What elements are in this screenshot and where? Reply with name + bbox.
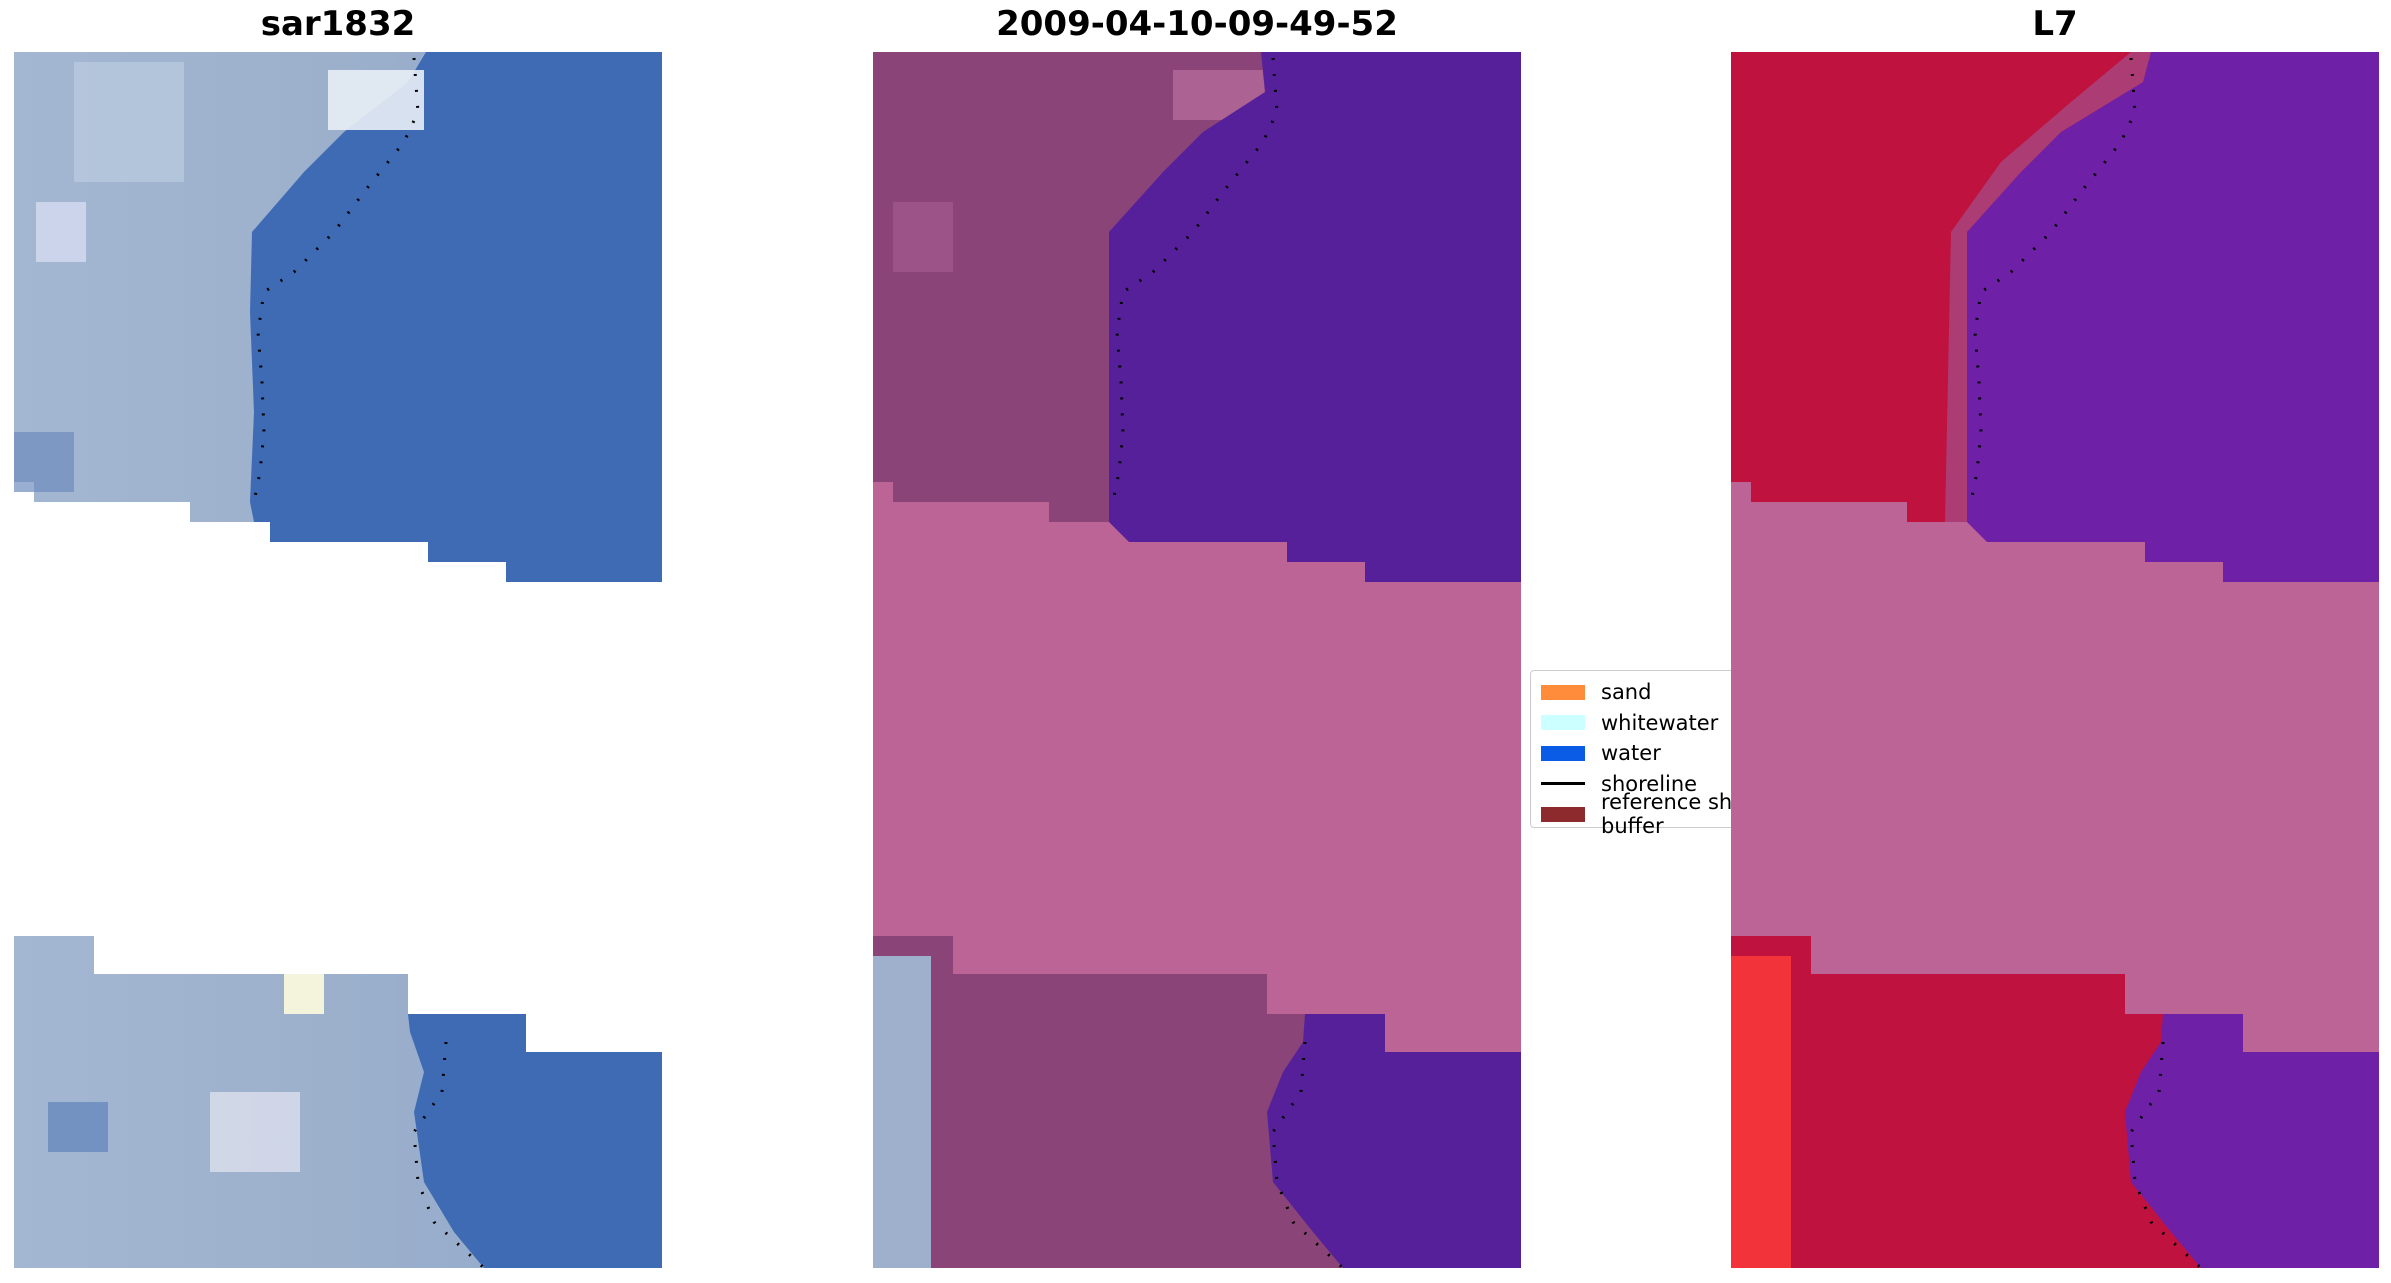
rgb-shoreline-top (252, 57, 420, 503)
index-water-bottom (2125, 1014, 2379, 1268)
legend-item-shoreline: shoreline (1541, 769, 1863, 800)
rgb-bright-patch (210, 1092, 300, 1172)
classified-whitewater-strip (873, 956, 931, 1268)
shoreline-swatch (1541, 782, 1585, 786)
index-transition-top (1945, 52, 2151, 522)
rgb-bright-patch (74, 62, 184, 182)
legend-item-water: water (1541, 738, 1863, 769)
rgb-bright-patch (284, 974, 324, 1014)
water-swatch (1541, 745, 1585, 761)
rgb-water-top (250, 52, 662, 582)
classified-water-top (1109, 52, 1521, 582)
rgb-dark-patch (48, 1102, 108, 1152)
index-water-top (1967, 52, 2379, 582)
classified-shoreline-top (1111, 57, 1279, 503)
legend-label: whitewater (1601, 710, 1719, 735)
reference-buffer-swatch (1541, 806, 1585, 822)
classified-land-patch (893, 202, 953, 272)
panel-title-rgb: sar1832 (260, 4, 416, 44)
legend-label: water (1601, 741, 1661, 766)
rgb-bright-patch (36, 202, 86, 262)
whitewater-swatch (1541, 715, 1585, 731)
sand-swatch (1541, 684, 1585, 700)
rgb-bright-patch (328, 70, 424, 130)
panel-title-classified: 2009-04-10-09-49-52 (996, 4, 1398, 44)
rgb-water-bottom (408, 1014, 662, 1268)
panel-title-index: L7 (2032, 4, 2078, 44)
legend-item-whitewater: whitewater (1541, 708, 1863, 739)
index-image-panel (1731, 52, 2379, 1268)
classified-image-panel (873, 52, 1521, 1268)
rgb-dark-patch (14, 432, 74, 492)
classified-water-bottom (1267, 1014, 1521, 1268)
legend-item-sand: sand (1541, 677, 1863, 708)
legend-label: sand (1601, 680, 1652, 705)
rgb-image-panel (14, 52, 662, 1268)
index-bright-red (1731, 956, 1791, 1268)
legend-label: shoreline (1601, 771, 1698, 796)
index-shoreline-top (1969, 57, 2137, 503)
